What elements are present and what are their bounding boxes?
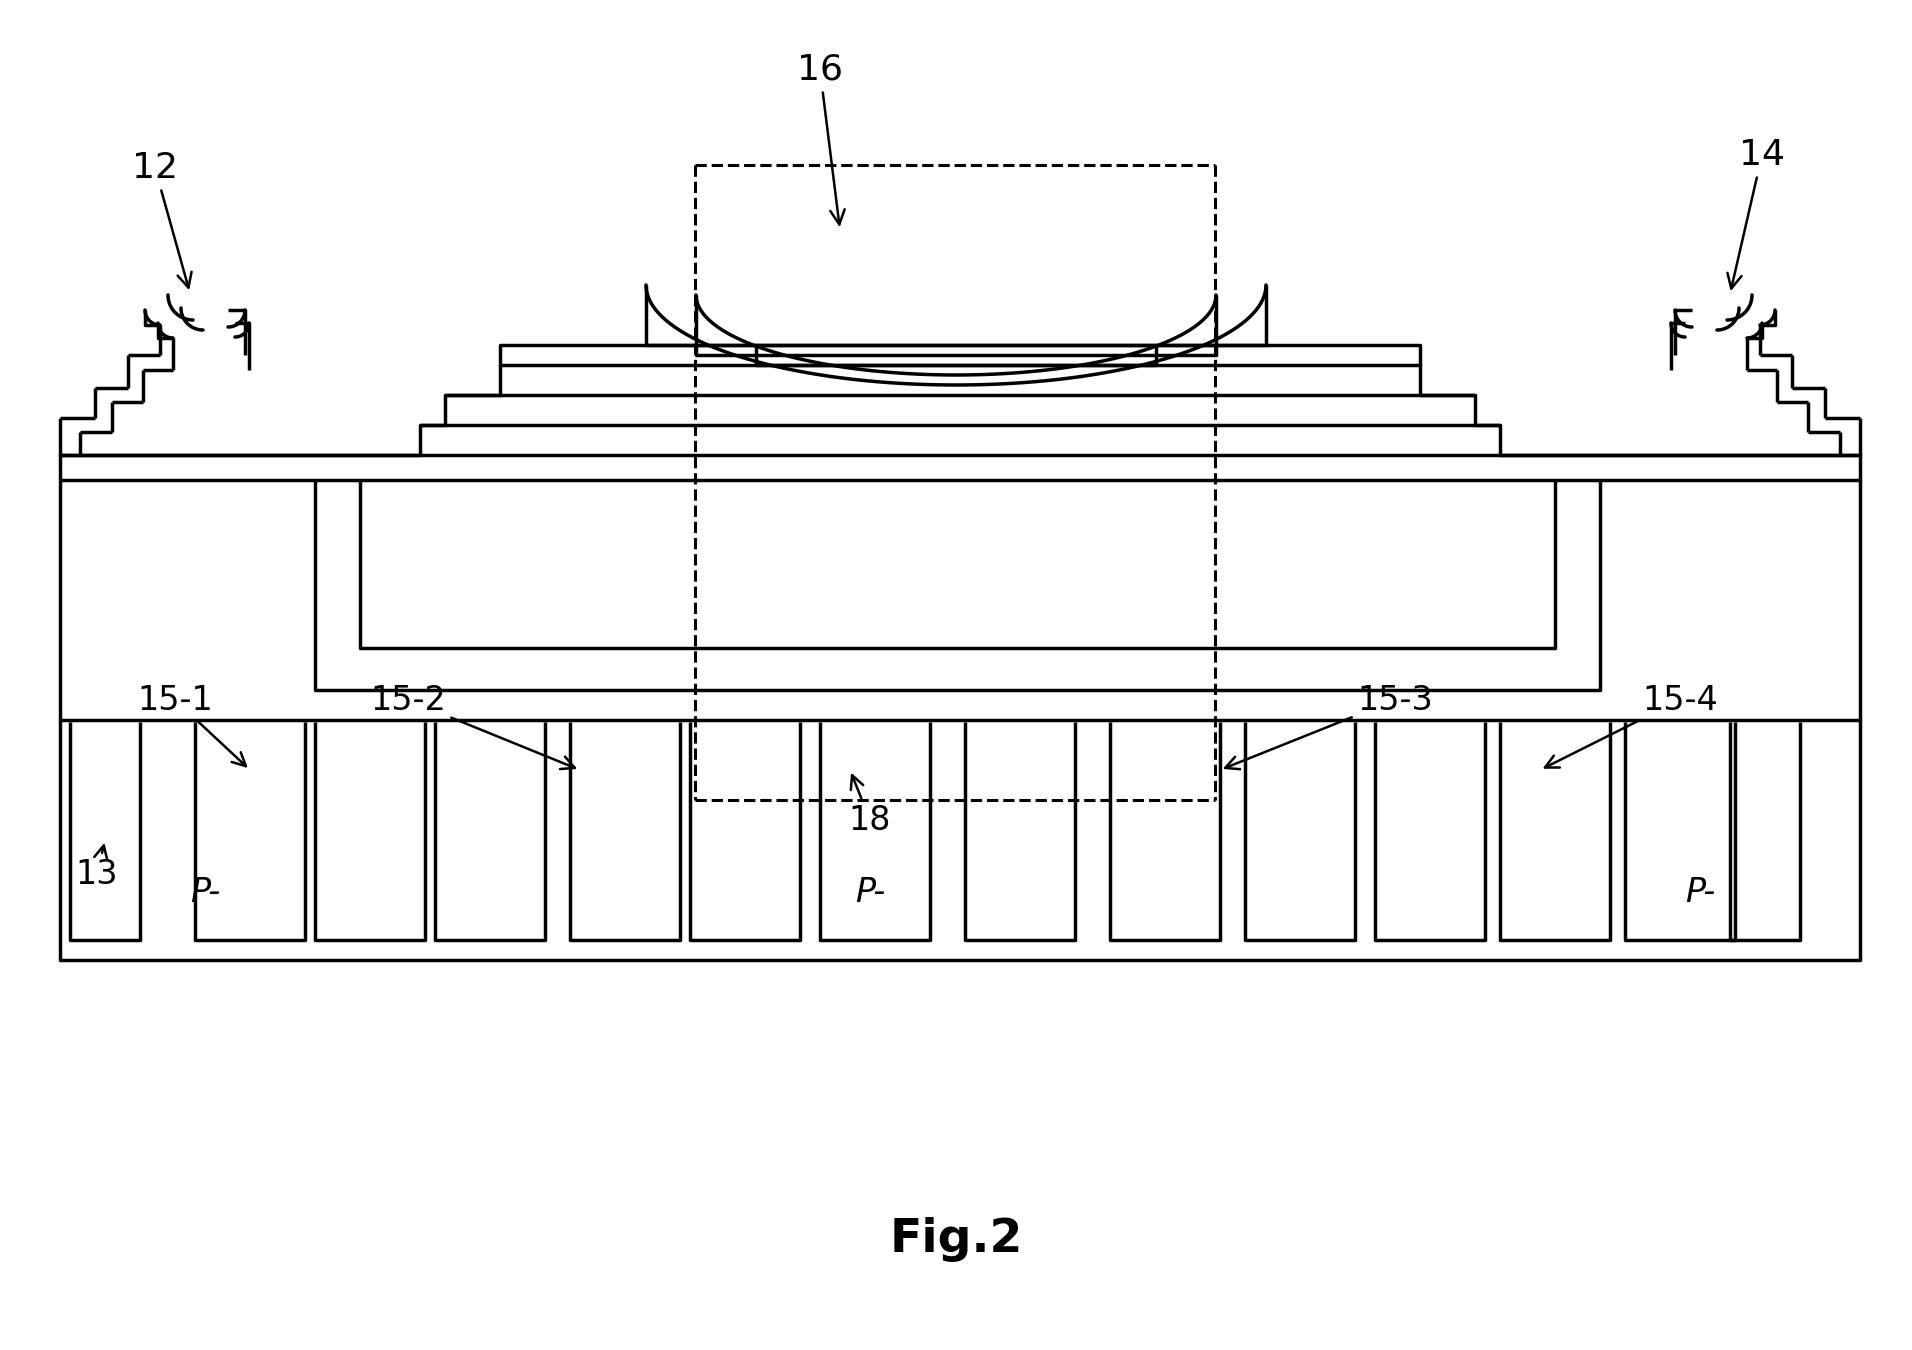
Text: 13: 13 bbox=[76, 845, 119, 891]
Text: P-: P- bbox=[189, 876, 220, 910]
Text: 15-1: 15-1 bbox=[138, 683, 247, 767]
Text: 12: 12 bbox=[132, 151, 191, 288]
Text: 15-3: 15-3 bbox=[1226, 683, 1432, 770]
Text: 15-2: 15-2 bbox=[371, 683, 576, 770]
Text: 15-4: 15-4 bbox=[1545, 683, 1717, 768]
Text: 14: 14 bbox=[1727, 138, 1786, 289]
Text: Fig.2: Fig.2 bbox=[889, 1218, 1023, 1262]
Text: 18: 18 bbox=[849, 775, 891, 837]
Text: P-: P- bbox=[1684, 876, 1715, 910]
Text: 16: 16 bbox=[797, 53, 845, 224]
Text: P-: P- bbox=[855, 876, 885, 910]
